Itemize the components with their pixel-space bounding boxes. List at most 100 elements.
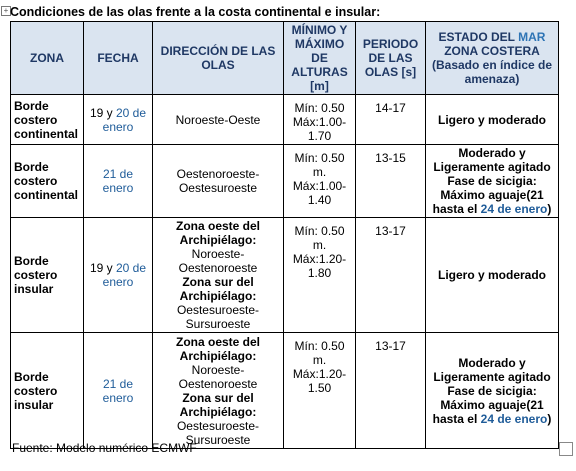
text-segment: Zona oeste del Archipiélago: bbox=[175, 219, 261, 247]
table-cell: Noroeste-Oeste bbox=[152, 94, 284, 145]
header-cell: ESTADO DEL MAR ZONA COSTERA (Basado en í… bbox=[425, 21, 559, 95]
paragraph: 21 de enero bbox=[87, 167, 149, 195]
paragraph: Moderado y Ligeramente agitado Fase de s… bbox=[429, 146, 555, 216]
text-segment: 14-17 bbox=[375, 101, 406, 115]
text-segment: Borde costero continental bbox=[14, 98, 79, 141]
text-segment: Ligero y moderado bbox=[437, 112, 547, 127]
text-segment: Oestesuroeste-Sursuroeste bbox=[176, 303, 260, 331]
table-cell: Oestenoroeste-Oestesuroeste bbox=[152, 144, 284, 218]
text-segment: 24 de enero bbox=[480, 202, 548, 216]
header-cell: FECHA bbox=[83, 21, 153, 95]
text-segment: MÍNIMO Y MÁXIMO DE ALTURAS [m] bbox=[291, 23, 348, 93]
table-row: Borde costero insular 21 de enero Zona oes… bbox=[10, 332, 559, 449]
text-segment: Oestesuroeste-Sursuroeste bbox=[176, 418, 260, 447]
paragraph: PERIODO DE LAS OLAS [s] bbox=[359, 37, 422, 79]
paragraph: 19 y 20 de enero bbox=[87, 106, 149, 134]
header-row: ZONA FECHA DIRECCIÓN DE LAS OLAS MÍNIMO Y M… bbox=[10, 21, 559, 95]
table-cell: Moderado y Ligeramente agitado Fase de s… bbox=[425, 332, 559, 449]
text-segment: Noroeste-Oeste bbox=[175, 112, 261, 127]
paragraph: Oestenoroeste-Oestesuroeste bbox=[156, 167, 280, 195]
text-segment: 20 de enero bbox=[102, 105, 147, 134]
header-cell: ZONA bbox=[10, 21, 84, 95]
table-cell: Mín: 0.50 m. Máx:1.20-1.50 bbox=[283, 332, 356, 449]
text-segment: Zona oeste del Archipiélago: bbox=[175, 334, 261, 363]
paragraph: Zona sur del Archipiélago: bbox=[156, 275, 280, 303]
table-cell: Zona oeste del Archipiélago: Noroeste-Oes… bbox=[152, 217, 284, 333]
paragraph: ZONA bbox=[14, 51, 80, 65]
paragraph: 13-15 bbox=[359, 151, 422, 165]
table-cell: Borde costero continental bbox=[10, 94, 84, 145]
text-segment: Zona sur del Archipiélago: bbox=[179, 275, 257, 303]
header-cell: PERIODO DE LAS OLAS [s] bbox=[355, 21, 426, 95]
footer: Fuente: Modelo numérico ECMWF bbox=[12, 441, 197, 455]
table-cell: Zona oeste del Archipiélago: Noroeste-Oes… bbox=[152, 332, 284, 449]
header-cell: MÍNIMO Y MÁXIMO DE ALTURAS [m] bbox=[283, 21, 356, 95]
paragraph: ESTADO DEL MAR ZONA COSTERA (Basado en í… bbox=[429, 30, 555, 86]
waves-table: ZONA FECHA DIRECCIÓN DE LAS OLAS MÍNIMO Y M… bbox=[10, 21, 559, 449]
table-cell: Ligero y moderado bbox=[425, 94, 559, 145]
text-segment: 19 y bbox=[89, 261, 116, 275]
table-row: Borde costero continental 21 de enero Oest… bbox=[10, 144, 559, 218]
table-cell: 19 y 20 de enero bbox=[83, 94, 153, 145]
table-cell: 14-17 bbox=[355, 94, 426, 145]
text-segment: Moderado y Ligeramente agitado Fase de s… bbox=[432, 146, 551, 216]
text-segment: 20 de enero bbox=[102, 261, 147, 289]
text-segment: ) bbox=[547, 202, 552, 216]
text-segment: Noroeste-Oestenoroeste bbox=[178, 247, 258, 275]
paragraph: Ligero y moderado bbox=[429, 268, 555, 282]
paragraph: Mín: 0.50 m. Máx:1.20-1.80 bbox=[287, 224, 352, 280]
table-cell: Borde costero continental bbox=[10, 144, 84, 218]
paragraph: 13-17 bbox=[359, 339, 422, 353]
paragraph: Noroeste-Oeste bbox=[156, 113, 280, 127]
text-segment: Borde costero insular bbox=[14, 369, 58, 412]
table-cell: 21 de enero bbox=[83, 332, 153, 449]
text-segment: 13-17 bbox=[375, 224, 406, 238]
paragraph: Borde costero continental bbox=[14, 99, 80, 141]
text-segment: ZONA bbox=[30, 51, 64, 65]
paragraph: 13-17 bbox=[359, 224, 422, 238]
paragraph: Oestesuroeste-Sursuroeste bbox=[156, 419, 280, 447]
table-row: Borde costero insular 19 y 20 de enero Zon… bbox=[10, 217, 559, 333]
table-row: Borde costero continental 19 y 20 de ener… bbox=[10, 94, 559, 145]
text-segment: Moderado y Ligeramente agitado Fase de s… bbox=[432, 355, 551, 426]
paragraph: Mín: 0.50 m. Máx:1.00-1.40 bbox=[287, 151, 352, 207]
table-cell: Moderado y Ligeramente agitado Fase de s… bbox=[425, 144, 559, 218]
move-handle[interactable]: + bbox=[1, 6, 11, 16]
table-cell: Ligero y moderado bbox=[425, 217, 559, 333]
text-segment: MAR bbox=[518, 30, 546, 44]
text-segment: ZONA COSTERA (Basado en índice de amenaz… bbox=[431, 44, 553, 86]
paragraph: Zona sur del Archipiélago: bbox=[156, 391, 280, 419]
text-segment: Mín: 0.50 Máx:1.00-1.70 bbox=[292, 101, 347, 143]
text-segment: Mín: 0.50 m. Máx:1.20-1.80 bbox=[292, 224, 347, 280]
text-segment: Zona sur del Archipiélago: bbox=[179, 390, 257, 419]
table-cell: 13-15 bbox=[355, 144, 426, 218]
paragraph: Mín: 0.50 Máx:1.00-1.70 bbox=[287, 101, 352, 143]
paragraph: 19 y 20 de enero bbox=[87, 261, 149, 289]
paragraph: Borde costero insular bbox=[14, 370, 80, 412]
table-cell: 13-17 bbox=[355, 332, 426, 449]
text-segment: ESTADO DEL bbox=[438, 30, 519, 44]
table-cell: Borde costero insular bbox=[10, 217, 84, 333]
paragraph: Zona oeste del Archipiélago: bbox=[156, 219, 280, 247]
paragraph: Noroeste-Oestenoroeste bbox=[156, 247, 280, 275]
paragraph: 21 de enero bbox=[87, 377, 149, 405]
paragraph: Oestesuroeste-Sursuroeste bbox=[156, 303, 280, 331]
text-segment: Noroeste-Oestenoroeste bbox=[178, 362, 258, 391]
table-cell: Borde costero insular bbox=[10, 332, 84, 449]
table-cell: Mín: 0.50 Máx:1.00-1.70 bbox=[283, 94, 356, 145]
text-segment: Borde costero continental bbox=[14, 160, 79, 202]
table-cell: 13-17 bbox=[355, 217, 426, 333]
text-segment: ) bbox=[547, 411, 552, 426]
text-segment: 13-17 bbox=[375, 339, 406, 353]
table-cell: Mín: 0.50 m. Máx:1.00-1.40 bbox=[283, 144, 356, 218]
text-segment: Ligero y moderado bbox=[437, 268, 547, 282]
paragraph: Zona oeste del Archipiélago: bbox=[156, 335, 280, 363]
text-segment: 19 y bbox=[89, 105, 116, 120]
text-segment: 21 de enero bbox=[102, 167, 134, 195]
header-cell: DIRECCIÓN DE LAS OLAS bbox=[152, 21, 284, 95]
text-segment: DIRECCIÓN DE LAS OLAS bbox=[160, 44, 276, 72]
paragraph: Borde costero continental bbox=[14, 160, 80, 202]
text-segment: 13-15 bbox=[375, 151, 406, 165]
text-segment: PERIODO DE LAS OLAS [s] bbox=[362, 37, 419, 79]
